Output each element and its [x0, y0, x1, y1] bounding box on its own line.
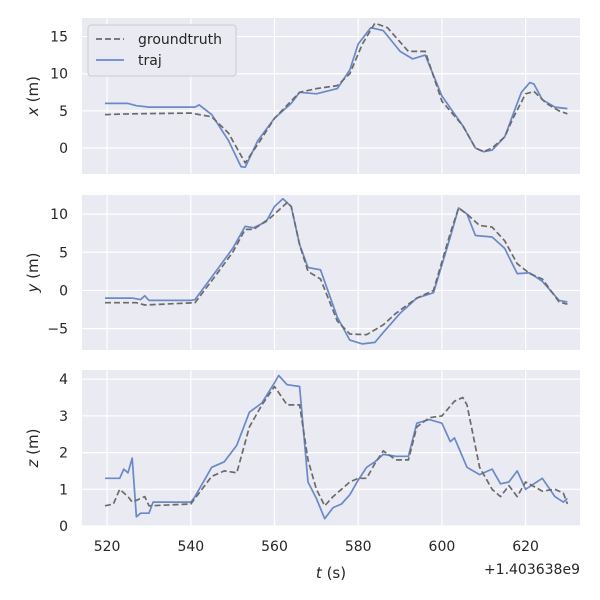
series-line-traj — [105, 374, 568, 520]
series-group — [105, 197, 568, 345]
y-axis-label-var: y — [24, 282, 42, 293]
y-axis-label: x (m) — [24, 76, 42, 117]
x-tick-label: 560 — [261, 539, 288, 555]
y-axis-label-var: x — [24, 107, 42, 117]
y-tick-label: 15 — [50, 30, 68, 46]
y-tick-label: 0 — [59, 141, 68, 157]
series-line-groundtruth — [104, 385, 569, 507]
y-axis-label-unit: (m) — [24, 429, 42, 460]
subplot-y: −5 0 5 10 y (m) — [24, 195, 580, 350]
y-axis-label-var: z — [24, 458, 42, 468]
legend-box — [87, 24, 237, 77]
y-tick-label: 0 — [59, 519, 68, 535]
y-tick-label: 5 — [59, 245, 68, 261]
subplot-panels: 0 5 10 15 x (m) groundtruth traj −5 0 5 10 y (m) 0 1 2… — [24, 18, 580, 582]
y-axis-label-unit: (m) — [24, 253, 42, 284]
y-tick-label: 2 — [59, 446, 68, 462]
y-tick-label: 0 — [59, 283, 68, 299]
x-axis-offset-label: +1.403638e9 — [484, 562, 580, 578]
x-axis-label: t (s) — [316, 564, 346, 582]
y-axis-label: y (m) — [24, 253, 42, 294]
series-line-groundtruth — [104, 22, 568, 164]
x-tick-label: 520 — [94, 539, 121, 555]
x-tick-label: 620 — [512, 539, 539, 555]
y-tick-label: 3 — [59, 409, 68, 425]
legend-label-groundtruth: groundtruth — [138, 32, 222, 48]
series-group — [104, 374, 569, 520]
y-tick-label: 10 — [50, 207, 68, 223]
legend: groundtruth traj — [87, 24, 237, 77]
subplot-z: 0 1 2 3 4 z (m) — [24, 370, 580, 535]
y-tick-label: 10 — [50, 67, 68, 83]
legend-label-traj: traj — [138, 53, 162, 69]
series-line-traj — [105, 197, 568, 345]
y-tick-label: −5 — [47, 322, 68, 338]
subplot-x: 0 5 10 15 x (m) groundtruth traj — [24, 18, 580, 174]
plot-area — [82, 370, 580, 526]
x-tick-label: 580 — [345, 539, 372, 555]
series-line-groundtruth — [105, 201, 568, 336]
x-tick-label: 540 — [177, 539, 204, 555]
plot-area — [82, 195, 580, 350]
y-tick-label: 4 — [59, 372, 68, 388]
y-axis-label: z (m) — [24, 429, 42, 469]
y-tick-label: 5 — [59, 104, 68, 120]
x-axis-label-unit: (s) — [322, 564, 346, 582]
series-line-traj — [105, 26, 568, 169]
y-tick-label: 1 — [59, 482, 68, 498]
x-tick-label: 600 — [429, 539, 456, 555]
x-axis: 520 540 560 580 600 620 t (s) +1.403638e9 — [94, 539, 580, 582]
y-axis-label-unit: (m) — [24, 76, 42, 107]
x-axis-label-var: t — [316, 564, 323, 582]
series-group — [104, 22, 568, 169]
